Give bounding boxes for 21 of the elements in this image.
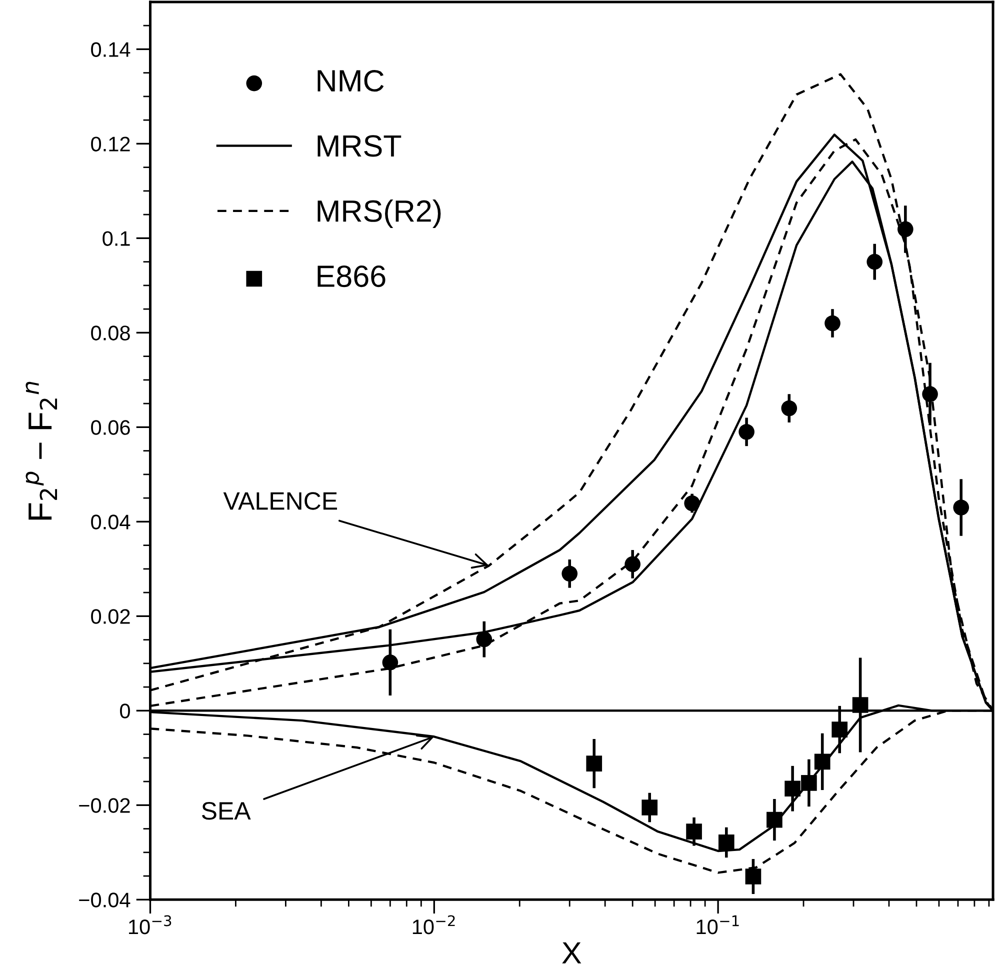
y-tick-label: 0.12 bbox=[91, 136, 130, 152]
x-tick-label: 10$^{−1}$ bbox=[696, 915, 739, 934]
y-tick-label: 0 bbox=[120, 704, 130, 718]
legend-label: MRST bbox=[318, 135, 402, 157]
y-tick-label: −0.02 bbox=[79, 798, 130, 813]
y-axis-title: F$_{2}$$^{p}$ − F$_{2}$$^{n}$ bbox=[26, 382, 58, 520]
legend-label: MRS(R2) bbox=[318, 199, 441, 228]
y-tick-label: 0.04 bbox=[91, 514, 130, 530]
legend-label: NMC bbox=[318, 70, 384, 92]
y-tick-label: 0.1 bbox=[102, 231, 130, 246]
y-tick-label: 0.02 bbox=[91, 609, 130, 624]
annotation: SEA bbox=[202, 802, 251, 820]
x-tick-label: 10$^{−3}$ bbox=[129, 915, 172, 934]
x-tick-label: 10$^{−2}$ bbox=[412, 915, 455, 934]
x-axis-title: X bbox=[562, 942, 582, 964]
y-tick-label: 0.08 bbox=[91, 326, 130, 340]
legend-label: E866 bbox=[318, 265, 386, 288]
y-tick-label: −0.04 bbox=[79, 892, 130, 908]
annotation: VALENCE bbox=[223, 492, 338, 510]
y-tick-label: 0.06 bbox=[91, 420, 130, 435]
y-tick-label: 0.14 bbox=[91, 42, 130, 57]
